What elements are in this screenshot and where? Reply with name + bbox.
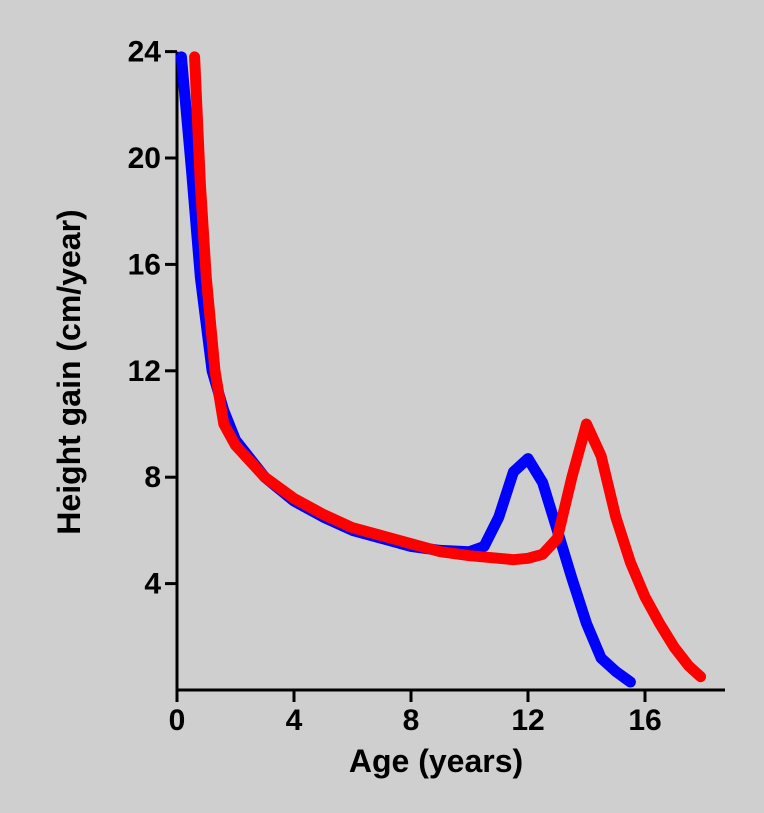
y-tick-label: 16 [128, 248, 161, 281]
y-tick-label: 8 [144, 461, 161, 494]
x-axis-label: Age (years) [349, 743, 523, 779]
series-line-2 [189, 51, 707, 683]
y-tick-label: 12 [128, 355, 161, 388]
y-tick-label: 24 [128, 36, 162, 69]
x-tick-label: 0 [169, 704, 186, 737]
series-line-1 [175, 51, 636, 688]
x-tick-label: 12 [511, 704, 544, 737]
y-axis-label: Height gain (cm/year) [51, 209, 87, 534]
y-tick-label: 20 [128, 142, 161, 175]
x-tick-label: 4 [286, 704, 303, 737]
series-lines [175, 51, 707, 688]
y-tick-label: 4 [144, 568, 161, 601]
x-tick-label: 8 [403, 704, 420, 737]
x-tick-label: 16 [628, 704, 661, 737]
ticks: 4 8 12 16 20 24 0 4 8 12 16 [128, 36, 662, 737]
